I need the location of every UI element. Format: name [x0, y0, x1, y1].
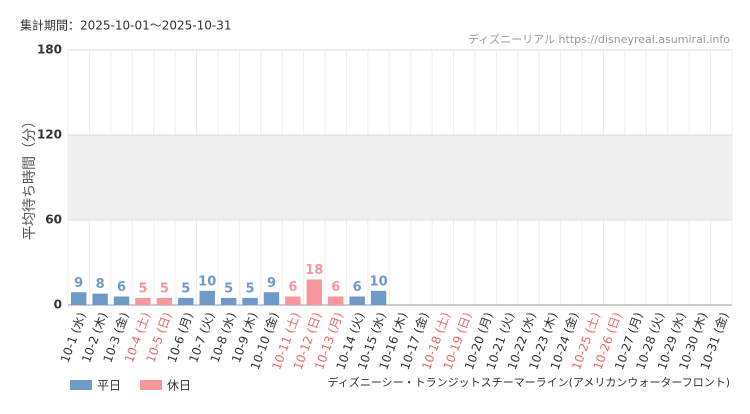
bar	[70, 292, 87, 305]
bar	[220, 297, 237, 305]
data-label: 10	[198, 274, 216, 289]
period: 集計期間：2025-10-01〜2025-10-31	[20, 18, 231, 33]
bar	[135, 297, 151, 305]
legend-swatch	[70, 380, 92, 390]
bar	[306, 279, 323, 305]
data-label: 5	[224, 281, 233, 296]
shaded-band	[68, 135, 732, 220]
legend-label: 平日	[97, 379, 121, 393]
data-label: 8	[96, 277, 105, 292]
data-label: 5	[160, 281, 169, 296]
bar	[156, 297, 173, 305]
y-tick-label: 120	[37, 128, 62, 142]
data-label: 9	[267, 276, 276, 291]
data-label: 18	[305, 263, 323, 278]
data-label: 9	[74, 276, 83, 291]
legend-swatch	[140, 380, 162, 390]
data-label: 6	[353, 280, 362, 295]
bar	[199, 290, 215, 305]
bar	[263, 292, 280, 305]
data-label: 10	[370, 274, 388, 289]
y-tick-label: 180	[37, 43, 62, 57]
legend-label: 休日	[167, 379, 191, 393]
bar	[178, 297, 194, 305]
data-label: 5	[246, 281, 255, 296]
data-label: 6	[117, 280, 126, 295]
y-tick-label: 0	[54, 298, 62, 312]
data-label: 5	[138, 281, 147, 296]
bar	[328, 296, 344, 305]
bar	[92, 293, 108, 305]
bar	[349, 296, 365, 305]
y-tick-label: 60	[45, 213, 62, 227]
bar	[370, 290, 387, 305]
source: ディズニーリアル https://disneyreal.asumirai.inf…	[468, 32, 730, 46]
bar	[285, 296, 301, 305]
bar	[113, 296, 130, 305]
data-label: 6	[331, 280, 340, 295]
bar	[242, 297, 258, 305]
attraction: ディズニーシー・トランジットスチーマーライン(アメリカンウォーターフロント)	[328, 375, 730, 389]
y-axis-label: 平均待ち時間（分）	[22, 114, 38, 240]
data-label: 6	[288, 280, 297, 295]
data-label: 5	[181, 281, 190, 296]
